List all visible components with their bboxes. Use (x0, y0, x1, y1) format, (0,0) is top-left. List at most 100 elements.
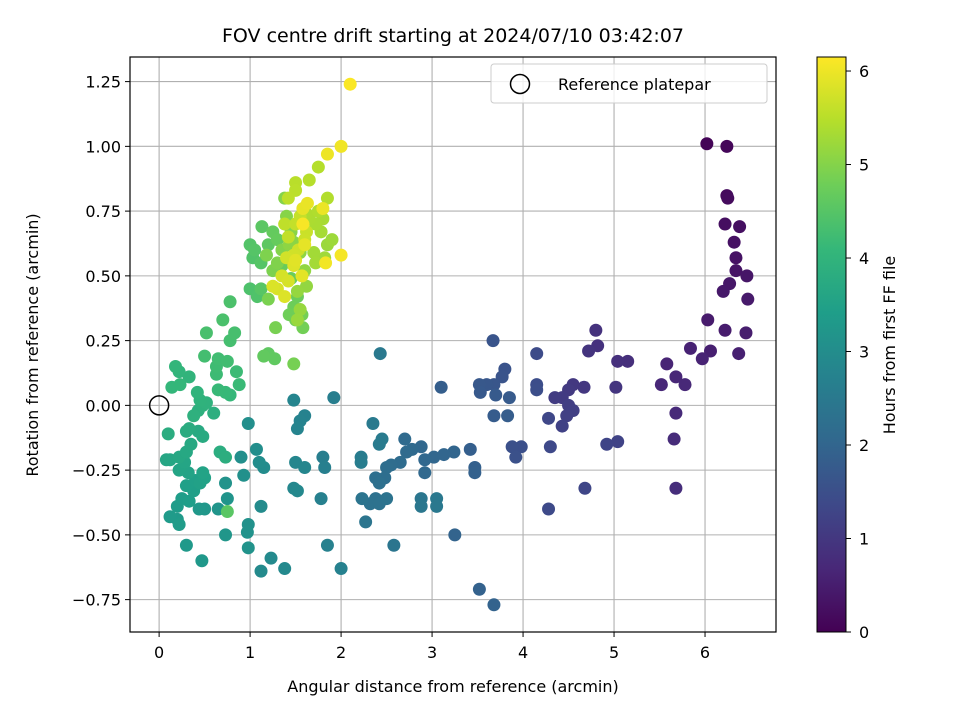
data-point (542, 502, 556, 516)
y-axis-ticks: −0.75 −0.50 −0.25 0.00 0.25 0.50 0.75 1.00 1.25 (72, 73, 130, 610)
data-point (473, 385, 487, 399)
data-point (269, 321, 283, 335)
x-tick-label: 6 (700, 643, 710, 662)
x-tick-label: 5 (609, 643, 619, 662)
data-point (179, 538, 193, 552)
data-point (654, 378, 668, 392)
data-point (254, 499, 268, 513)
data-point (300, 196, 314, 210)
data-point (290, 284, 304, 298)
chart-title: FOV centre drift starting at 2024/07/10 … (222, 25, 684, 47)
colorbar-label: Hours from first FF file (880, 256, 899, 435)
data-point (600, 437, 614, 451)
data-point (255, 220, 269, 234)
data-point (741, 292, 755, 306)
data-point (172, 518, 186, 532)
data-point (560, 409, 574, 423)
data-point (555, 419, 569, 433)
data-point (219, 476, 233, 490)
data-point (173, 378, 187, 392)
x-tick-label: 1 (245, 643, 255, 662)
data-point (281, 274, 295, 288)
legend-entry-label: Reference platepar (558, 75, 711, 94)
data-point (184, 437, 198, 451)
x-tick-label: 3 (427, 643, 437, 662)
data-point (695, 352, 709, 366)
data-point (199, 326, 213, 340)
data-point (240, 525, 254, 539)
plot-frame (129, 56, 777, 633)
data-point (290, 484, 304, 498)
data-point (733, 220, 747, 234)
data-point (703, 344, 717, 358)
x-tick-label: 0 (154, 643, 164, 662)
data-point (278, 290, 292, 304)
data-point (718, 217, 732, 231)
data-point (320, 538, 334, 552)
data-point (307, 246, 321, 260)
data-point (418, 453, 432, 467)
reference-platepar-marker (148, 395, 170, 416)
data-point (489, 388, 503, 402)
data-point (182, 370, 196, 384)
data-point (229, 365, 243, 379)
data-point (254, 282, 268, 296)
data-point (343, 77, 357, 91)
data-point (355, 492, 369, 506)
data-point (582, 344, 596, 358)
data-point (740, 269, 754, 283)
y-tick-label: 0.75 (85, 202, 121, 221)
data-point (334, 139, 348, 153)
data-point (380, 492, 394, 506)
colorbar-tick-label: 2 (859, 436, 869, 455)
data-point (327, 391, 341, 405)
data-point (366, 416, 380, 430)
y-axis-label: Rotation from reference (arcmin) (23, 213, 42, 476)
data-point (472, 582, 486, 596)
data-point (530, 347, 544, 361)
y-tick-label: −0.25 (72, 461, 121, 480)
data-point (223, 295, 237, 309)
data-point (414, 499, 428, 513)
data-point (334, 248, 348, 262)
data-point (669, 370, 683, 384)
data-point (509, 450, 523, 464)
data-point (192, 502, 206, 516)
data-point (320, 147, 334, 161)
data-point (577, 380, 591, 394)
y-tick-label: 1.25 (85, 73, 121, 92)
data-point (182, 494, 196, 508)
colorbar-tick-label: 3 (859, 343, 869, 362)
data-point (196, 429, 210, 443)
data-point (219, 450, 233, 464)
data-point (589, 323, 603, 337)
x-tick-label: 2 (336, 643, 346, 662)
y-tick-label: −0.50 (72, 526, 121, 545)
y-tick-label: 0.50 (85, 267, 121, 286)
data-point (295, 269, 309, 283)
data-point (721, 191, 735, 205)
data-point (430, 499, 444, 513)
data-point (290, 422, 304, 436)
data-point (281, 191, 295, 205)
data-point (318, 461, 332, 475)
data-point (241, 541, 255, 555)
colorbar-tick-label: 4 (859, 249, 869, 268)
data-point (319, 256, 333, 270)
data-point (311, 160, 325, 174)
colorbar: 0 1 2 3 4 5 6 Hours from first FF file (816, 56, 899, 642)
y-tick-label: −0.75 (72, 591, 121, 610)
data-point (729, 264, 743, 278)
x-tick-label: 4 (518, 643, 528, 662)
x-axis-label: Angular distance from reference (arcmin) (287, 677, 618, 696)
data-point (732, 347, 746, 361)
data-point (372, 437, 386, 451)
data-point (220, 492, 234, 506)
data-point (400, 445, 414, 459)
data-point (207, 406, 221, 420)
data-point (278, 562, 292, 576)
data-point (700, 137, 714, 151)
data-point (296, 217, 310, 231)
colorbar-ticks: 0 1 2 3 4 5 6 (846, 62, 869, 642)
data-point (252, 455, 266, 469)
